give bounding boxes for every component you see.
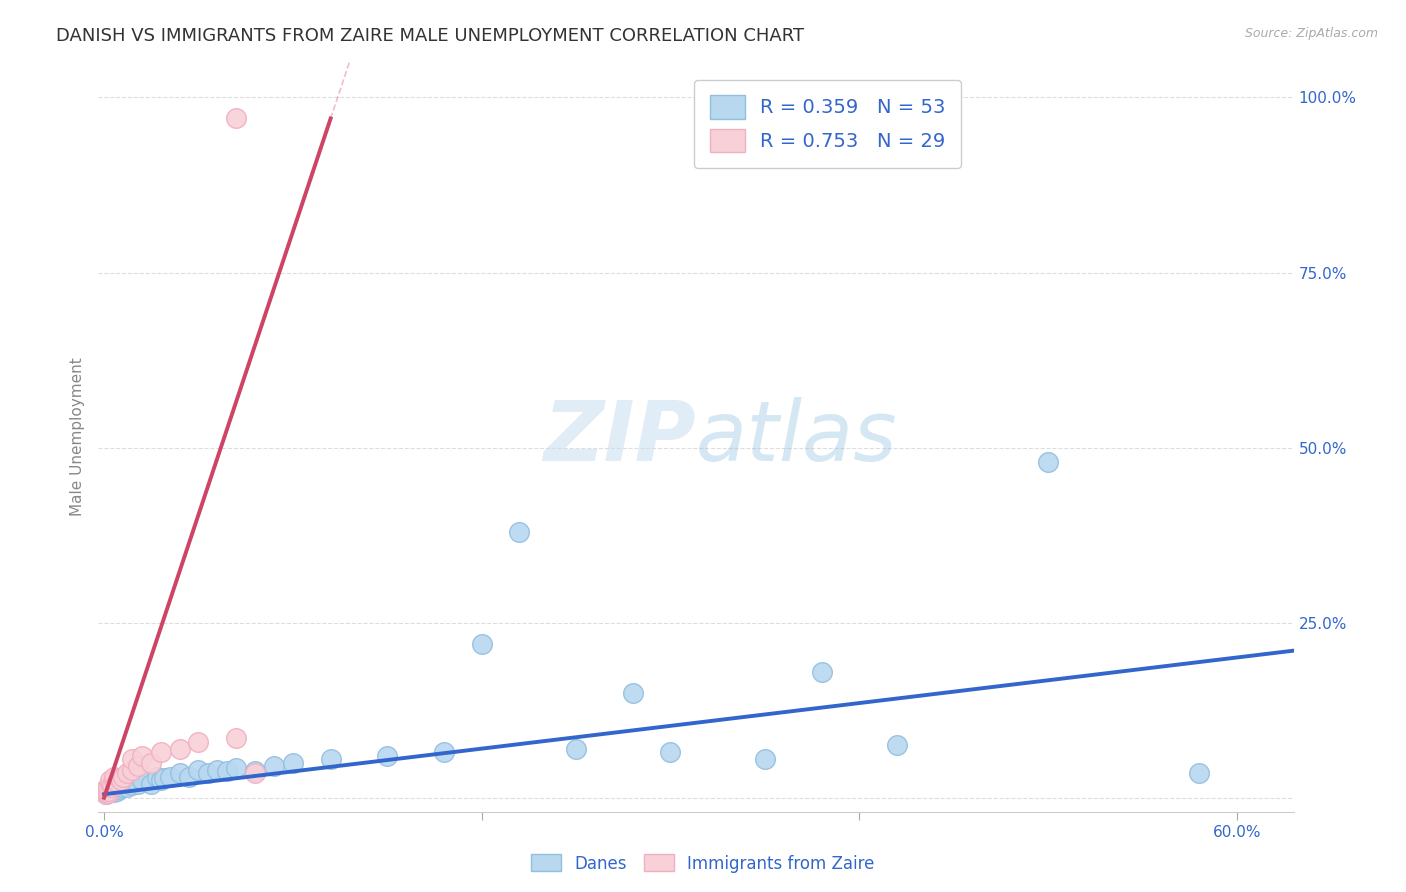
Point (319, 752, 342, 766)
Legend: R = 0.359   N = 53, R = 0.753   N = 29: R = 0.359 N = 53, R = 0.753 N = 29 (695, 79, 962, 168)
Point (94, 785, 117, 799)
Point (103, 782, 125, 797)
Point (108, 771, 131, 785)
Point (225, 761, 247, 775)
Point (110, 780, 132, 795)
Y-axis label: Male Unemployment: Male Unemployment (69, 358, 84, 516)
Point (146, 770, 169, 784)
Point (177, 770, 200, 784)
Point (103, 785, 125, 799)
Point (886, 738, 908, 752)
Point (115, 780, 138, 795)
Point (94, 782, 117, 797)
Point (104, 780, 127, 795)
Point (115, 766, 138, 780)
Point (659, 745, 682, 759)
Point (98, 777, 121, 791)
Point (153, 771, 176, 785)
Point (97, 780, 120, 795)
Point (159, 770, 181, 784)
Text: Source: ZipAtlas.com: Source: ZipAtlas.com (1244, 27, 1378, 40)
Point (100, 780, 122, 795)
Text: DANISH VS IMMIGRANTS FROM ZAIRE MALE UNEMPLOYMENT CORRELATION CHART: DANISH VS IMMIGRANTS FROM ZAIRE MALE UNE… (56, 27, 804, 45)
Text: ZIP: ZIP (543, 397, 696, 477)
Point (1036, 454, 1059, 468)
Point (471, 637, 494, 651)
Point (149, 745, 172, 759)
Point (100, 780, 122, 795)
Point (621, 686, 644, 700)
Point (121, 763, 143, 777)
Point (97, 783, 120, 797)
Point (105, 783, 128, 797)
Point (187, 763, 209, 777)
Point (187, 734, 209, 748)
Point (105, 778, 128, 792)
Point (127, 777, 149, 791)
Point (111, 770, 134, 784)
Point (105, 775, 128, 789)
Point (94, 787, 117, 801)
Point (225, 731, 247, 746)
Point (103, 777, 125, 791)
Legend: Danes, Immigrants from Zaire: Danes, Immigrants from Zaire (524, 847, 882, 880)
Point (121, 778, 143, 792)
Point (94, 785, 117, 799)
Point (207, 763, 229, 777)
Point (197, 766, 219, 780)
Point (565, 741, 588, 756)
Point (97, 780, 120, 795)
Point (263, 759, 285, 773)
Point (103, 773, 125, 788)
Point (97, 783, 120, 797)
Point (97, 786, 120, 800)
Point (103, 770, 125, 784)
Point (117, 775, 139, 789)
Point (98, 773, 121, 788)
Point (149, 773, 172, 788)
Point (169, 741, 191, 756)
Point (98, 782, 121, 797)
Point (508, 524, 530, 539)
Point (108, 782, 131, 797)
Point (243, 766, 266, 780)
Point (141, 756, 163, 770)
Point (754, 752, 776, 766)
Point (110, 773, 132, 788)
Point (100, 783, 122, 797)
Point (131, 748, 153, 763)
Point (97, 786, 120, 800)
Point (375, 748, 398, 763)
Point (100, 777, 122, 791)
Point (141, 777, 163, 791)
Point (94, 782, 117, 797)
Point (111, 777, 134, 791)
Point (127, 759, 149, 773)
Point (121, 752, 143, 766)
Point (243, 764, 266, 778)
Point (215, 764, 238, 778)
Point (433, 745, 456, 759)
Point (1188, 766, 1211, 780)
Point (94, 787, 117, 801)
Point (169, 766, 191, 780)
Text: atlas: atlas (696, 397, 897, 477)
Point (810, 665, 832, 679)
Point (131, 773, 153, 788)
Point (98, 778, 121, 792)
Point (104, 778, 127, 792)
Point (98, 785, 121, 799)
Point (225, 112, 247, 126)
Point (281, 756, 304, 770)
